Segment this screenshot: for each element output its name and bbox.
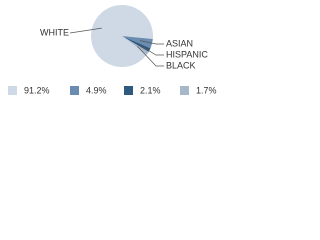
leader-line [139,40,164,45]
pie-slice [122,36,153,49]
slice-label: ASIAN [166,38,193,48]
leader-line [137,46,164,67]
pie-slice [122,36,151,52]
legend-swatch [124,86,133,95]
legend-swatch [8,86,17,95]
pie-slice [91,5,153,68]
slice-label: BLACK [166,60,196,70]
legend-label: 91.2% [24,85,50,95]
slice-label: HISPANIC [166,49,208,59]
slice-label: WHITE [40,27,69,37]
legend-label: 1.7% [196,85,217,95]
legend-label: 4.9% [86,85,107,95]
legend-label: 2.1% [140,85,161,95]
pie-slice [122,36,149,55]
leader-line [69,27,102,34]
leader-line [138,44,164,56]
legend-swatch [180,86,189,95]
legend-swatch [70,86,79,95]
